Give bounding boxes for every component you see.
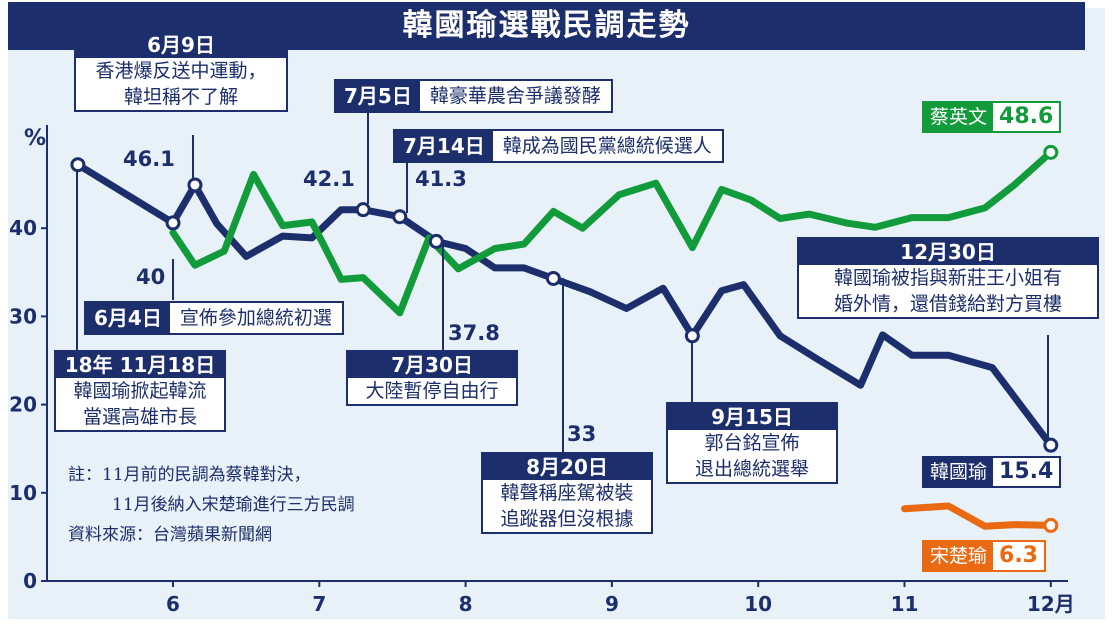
leader-lines xyxy=(76,112,1049,452)
x-tick-label-9: 9 xyxy=(605,592,619,616)
legend-han-value: 15.4 xyxy=(993,458,1060,486)
callout-jul14: 7月14日 韓成為國民黨總統候選人 xyxy=(393,129,724,163)
point-marker-han-1 xyxy=(165,215,181,231)
y-tick-label-40: 40 xyxy=(9,216,37,240)
point-marker-han-28 xyxy=(1043,437,1059,453)
legend-han: 韓國瑜 15.4 xyxy=(922,456,1062,488)
legend-soong-value: 6.3 xyxy=(993,542,1044,570)
point-marker-soong-4 xyxy=(1043,517,1059,533)
y-unit-label: % xyxy=(24,126,46,151)
callout-jun9-line2: 韓坦稱不了解 xyxy=(123,86,238,108)
callout-dec30: 12月30日 韓國瑜被指與新莊王小姐有 婚外情，還借錢給對方買樓 xyxy=(797,237,1099,319)
point-markers xyxy=(70,144,1059,533)
y-tick-label-10: 10 xyxy=(9,481,37,505)
callout-nov18-line1: 韓國瑜掀起韓流 xyxy=(73,380,207,402)
callout-aug20-line2: 追蹤器但沒根據 xyxy=(500,508,634,530)
callout-jul5-text: 韓豪華農舍爭議發酵 xyxy=(429,85,601,107)
callout-jun4-date: 6月4日 xyxy=(86,303,170,333)
callout-aug20-date: 8月20日 xyxy=(483,454,651,480)
point-marker-tsai-28 xyxy=(1043,144,1059,160)
y-tick-label-20: 20 xyxy=(9,393,37,417)
callout-jun4-text: 宣佈參加總統初選 xyxy=(179,307,332,329)
callout-dec30-date: 12月30日 xyxy=(799,239,1097,265)
callout-dec30-line2: 婚外情，還借錢給對方買樓 xyxy=(833,293,1062,315)
callout-sep15-date: 9月15日 xyxy=(668,404,836,430)
point-marker-han-2 xyxy=(187,177,203,193)
footnote-source: 資料來源：台灣蘋果新聞網 xyxy=(68,525,272,545)
x-tick-label-12: 12月 xyxy=(1027,592,1075,616)
callout-nov18: 18年 11月18日 韓國瑜掀起韓流 當選高雄市長 xyxy=(54,350,226,432)
legend-soong-name: 宋楚瑜 xyxy=(930,545,988,567)
callout-jul30-text: 大陸暫停自由行 xyxy=(365,380,499,402)
legend-soong: 宋楚瑜 6.3 xyxy=(922,540,1046,572)
series-line-soong xyxy=(901,502,1055,530)
footnote-line1: 註：11月前的民調為蔡韓對決， xyxy=(68,465,311,485)
legend-han-name: 韓國瑜 xyxy=(930,461,988,483)
point-marker-han-0 xyxy=(70,157,86,173)
callout-jul5-date: 7月5日 xyxy=(336,81,420,111)
point-marker-han-14 xyxy=(545,270,561,286)
callout-jul14-text: 韓成為國民黨總統候選人 xyxy=(502,135,712,157)
y-tick-label-30: 30 xyxy=(9,304,37,328)
series-line-tsai xyxy=(169,148,1055,317)
callout-sep15-line1: 郭台銘宣佈 xyxy=(704,432,800,454)
footnote: 註：11月前的民調為蔡韓對決， 11月後納入宋楚瑜進行三方民調 資料來源：台灣蘋… xyxy=(68,460,355,550)
data-label-40: 40 xyxy=(136,265,165,289)
callout-jul5: 7月5日 韓豪華農舍爭議發酵 xyxy=(334,79,613,113)
callout-aug20: 8月20日 韓聲稱座駕被裝 追蹤器但沒根據 xyxy=(481,452,653,534)
callout-jun9-line1: 香港爆反送中運動， xyxy=(95,60,267,82)
callout-jun9: 6月9日 香港爆反送中運動， 韓坦稱不了解 xyxy=(74,30,288,112)
callout-aug20-line1: 韓聲稱座駕被裝 xyxy=(500,482,634,504)
callout-dec30-line1: 韓國瑜被指與新莊王小姐有 xyxy=(833,267,1062,289)
x-tick-label-7: 7 xyxy=(312,592,326,616)
point-marker-han-9 xyxy=(392,209,408,225)
data-label-46-1: 46.1 xyxy=(123,147,175,171)
point-marker-han-18 xyxy=(684,328,700,344)
point-marker-han-8 xyxy=(355,202,371,218)
axes: 0 10 20 30 40 6 7 8 9 10 11 12月 xyxy=(9,125,1075,616)
data-label-33: 33 xyxy=(567,422,596,446)
callout-sep15: 9月15日 郭台銘宣佈 退出總統選舉 xyxy=(666,402,838,484)
x-tick-label-10: 10 xyxy=(744,592,772,616)
callout-jul30: 7月30日 大陸暫停自由行 xyxy=(346,350,518,406)
data-labels: 46.1 40 42.1 41.3 37.8 33 xyxy=(123,147,596,446)
callout-nov18-year: 18年 xyxy=(64,353,113,377)
callout-jun4: 6月4日 宣佈參加總統初選 xyxy=(84,301,344,335)
callout-jun9-date: 6月9日 xyxy=(76,32,286,58)
callout-nov18-date: 18年 11月18日 xyxy=(56,352,224,378)
callout-nov18-day: 11月18日 xyxy=(119,353,216,377)
y-tick-label-0: 0 xyxy=(23,569,37,593)
callout-nov18-line2: 當選高雄市長 xyxy=(82,406,197,428)
x-tick-label-11: 11 xyxy=(891,592,919,616)
x-tick-label-6: 6 xyxy=(166,592,180,616)
callout-jul30-date: 7月30日 xyxy=(348,352,516,378)
callout-jul14-date: 7月14日 xyxy=(395,131,493,161)
x-tick-label-8: 8 xyxy=(459,592,473,616)
footnote-line2: 11月後納入宋楚瑜進行三方民調 xyxy=(112,495,355,515)
data-label-41-3: 41.3 xyxy=(415,167,467,191)
data-label-37-8: 37.8 xyxy=(448,321,500,345)
legend-tsai-value: 48.6 xyxy=(993,103,1060,131)
legend-tsai: 蔡英文 48.6 xyxy=(922,101,1062,133)
data-label-42-1: 42.1 xyxy=(303,167,355,191)
callout-sep15-line2: 退出總統選舉 xyxy=(694,458,809,480)
legend-tsai-name: 蔡英文 xyxy=(930,106,988,128)
point-marker-han-10 xyxy=(428,233,444,249)
